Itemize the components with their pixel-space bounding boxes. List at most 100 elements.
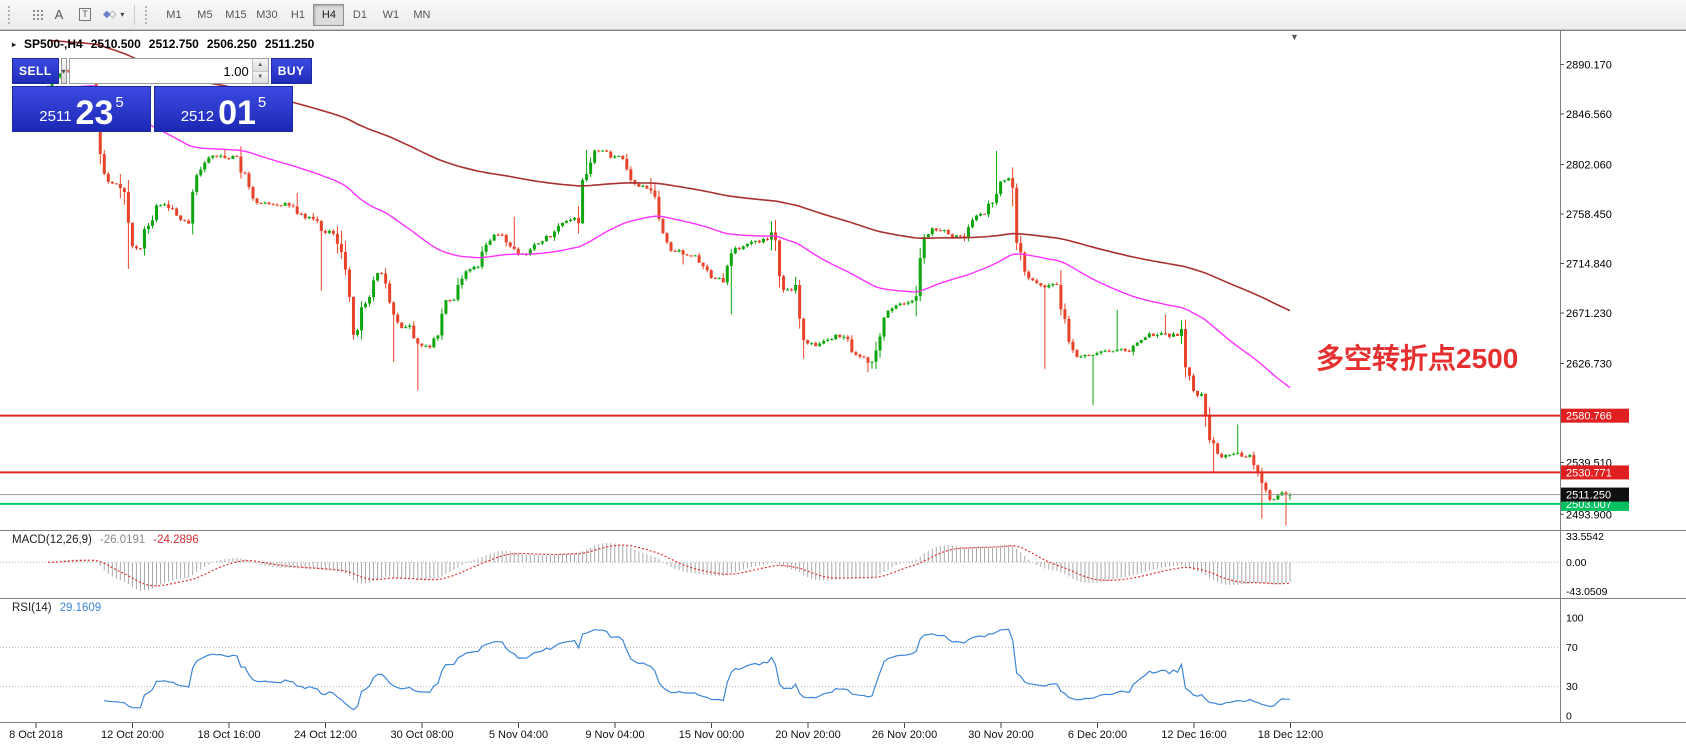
- timeframe-button-h4[interactable]: H4: [313, 3, 345, 26]
- time-axis-label: 12 Oct 20:00: [101, 729, 164, 741]
- svg-text:2530.771: 2530.771: [1566, 467, 1612, 479]
- macd-name: MACD(12,26,9): [12, 534, 92, 546]
- time-axis-label: 24 Oct 12:00: [294, 729, 357, 741]
- price-axis-label: 2758.450: [1566, 209, 1612, 221]
- buy-price-prefix: 2512: [180, 108, 215, 125]
- time-axis-label: 26 Nov 20:00: [872, 729, 937, 741]
- price-tag-2511.250: 2511.250: [1561, 487, 1629, 502]
- toolbar-grip[interactable]: [8, 5, 15, 24]
- volume-spinner: ▲ ▼: [251, 59, 268, 83]
- rsi-indicator-label: RSI(14) 29.1609: [12, 602, 101, 614]
- timeframe-button-d1[interactable]: D1: [344, 4, 375, 26]
- candlestick-series: [46, 65, 1292, 526]
- price-axis-label: 2671.230: [1566, 308, 1612, 320]
- rsi-scale-label: 0: [1566, 711, 1572, 723]
- time-axis-label: 9 Nov 04:00: [585, 729, 644, 741]
- rsi-scale-label: 30: [1566, 681, 1578, 693]
- volume-input[interactable]: [69, 59, 252, 83]
- sell-price-display[interactable]: 2511 23 5: [12, 86, 151, 132]
- buy-price-big: 01: [218, 94, 256, 133]
- ohlc-high: 2512.750: [148, 37, 199, 51]
- svg-text:2503.007: 2503.007: [1566, 499, 1612, 511]
- volume-field: ▲ ▼: [68, 58, 269, 84]
- time-axis-label: 12 Dec 16:00: [1161, 729, 1226, 741]
- timeframe-button-w1[interactable]: W1: [375, 4, 406, 26]
- price-axis-label: 2493.900: [1566, 509, 1612, 521]
- macd-scale-label: 0.00: [1566, 557, 1587, 569]
- shift-end-marker-icon: ▼: [1290, 32, 1299, 42]
- time-axis-label: 30 Nov 20:00: [968, 729, 1033, 741]
- sell-price-sup: 5: [115, 94, 124, 111]
- text-label-tool-button[interactable]: T: [73, 3, 97, 27]
- macd-main-value: -26.0191: [99, 534, 146, 546]
- macd-signal-line: [47, 544, 1291, 587]
- timeframe-toolbar: M1 M5 M15 M30 H1 H4 D1 W1 MN: [158, 3, 437, 26]
- price-axis-label: 2846.560: [1566, 109, 1612, 121]
- toolbar: A T ◆ ◇ ▾ M1 M5 M15 M30 H1 H4 D1 W1 MN: [0, 0, 1686, 30]
- text-box-icon: T: [79, 8, 91, 21]
- chart-info-line: ▸ SP500-,H4 2510.500 2512.750 2506.250 2…: [12, 37, 314, 51]
- sell-price-prefix: 2511: [39, 108, 72, 125]
- price-axis-label: 2714.840: [1566, 258, 1612, 270]
- time-axis-label: 5 Nov 04:00: [489, 729, 548, 741]
- ohlc-low: 2506.250: [206, 37, 257, 51]
- timeframe-button-m1[interactable]: M1: [158, 4, 189, 26]
- timeframe-button-mn[interactable]: MN: [406, 4, 437, 26]
- timeframe-button-m15[interactable]: M15: [220, 4, 251, 26]
- macd-scale-label: 33.5542: [1566, 531, 1604, 543]
- ma-fast-line: [47, 85, 1291, 389]
- rsi-line: [104, 628, 1291, 711]
- volume-dropdown-button[interactable]: ▾: [60, 58, 67, 84]
- dropdown-arrow-icon: ▾: [61, 66, 66, 76]
- timeframe-button-m30[interactable]: M30: [251, 4, 282, 26]
- macd-histogram: [51, 542, 1291, 591]
- buy-price-sup: 5: [257, 94, 267, 111]
- timeframe-button-h1[interactable]: H1: [282, 4, 313, 26]
- toolbar-grip[interactable]: [145, 5, 152, 24]
- grid-tool-button[interactable]: [21, 3, 45, 27]
- volume-increase-button[interactable]: ▲: [252, 59, 268, 71]
- buy-price-display[interactable]: 2512 01 5: [154, 86, 293, 132]
- timeframe-button-m5[interactable]: M5: [189, 4, 220, 26]
- font-tool-button[interactable]: A: [47, 3, 71, 27]
- symbol-timeframe: SP500-,H4: [24, 37, 83, 51]
- rsi-scale-label: 70: [1566, 642, 1578, 654]
- ohlc-open: 2510.500: [90, 37, 141, 51]
- letter-a-icon: A: [54, 7, 64, 22]
- annotation-text: 多空转折点2500: [1316, 343, 1519, 374]
- svg-text:2580.766: 2580.766: [1566, 411, 1612, 423]
- time-axis-label: 18 Dec 12:00: [1258, 729, 1323, 741]
- sell-price-big: 23: [75, 94, 114, 133]
- time-axis-label: 15 Nov 00:00: [679, 729, 744, 741]
- price-axis-label: 2802.060: [1566, 160, 1612, 172]
- price-axis-label: 2890.170: [1566, 60, 1612, 72]
- shapes-icon-outline: ◇: [108, 9, 117, 20]
- series-marker-icon: ▸: [12, 39, 17, 49]
- rsi-scale-label: 100: [1566, 613, 1584, 625]
- price-axis-label: 2626.730: [1566, 359, 1612, 371]
- time-axis-label: 8 Oct 2018: [9, 729, 63, 741]
- buy-button[interactable]: BUY: [270, 58, 312, 84]
- sell-button[interactable]: SELL: [12, 58, 59, 84]
- time-axis-label: 18 Oct 16:00: [198, 729, 261, 741]
- macd-indicator-label: MACD(12,26,9) -26.0191 -24.2896: [12, 534, 199, 546]
- volume-decrease-button[interactable]: ▼: [252, 70, 268, 83]
- ohlc-close: 2511.250: [264, 37, 315, 51]
- macd-scale-label: -43.0509: [1566, 586, 1608, 598]
- svg-text:2511.250: 2511.250: [1566, 490, 1611, 502]
- rsi-name: RSI(14): [12, 602, 52, 614]
- time-axis-label: 6 Dec 20:00: [1068, 729, 1127, 741]
- one-click-trading-panel: SELL ▾ ▲ ▼ BUY 2511 23 5 2512 01: [12, 58, 312, 132]
- shapes-icon: ◆: [103, 9, 111, 20]
- macd-signal-value: -24.2896: [153, 534, 199, 546]
- rsi-value: 29.1609: [59, 602, 102, 614]
- price-tag-2530.771: 2530.771: [1561, 465, 1629, 480]
- shapes-tool-button[interactable]: ◆ ◇ ▾: [99, 3, 128, 27]
- price-tag-2580.766: 2580.766: [1561, 408, 1629, 423]
- time-axis-label: 20 Nov 20:00: [775, 729, 840, 741]
- grid-icon: [28, 9, 38, 20]
- time-axis-label: 30 Oct 08:00: [391, 729, 454, 741]
- dropdown-arrow-icon: ▾: [120, 10, 125, 19]
